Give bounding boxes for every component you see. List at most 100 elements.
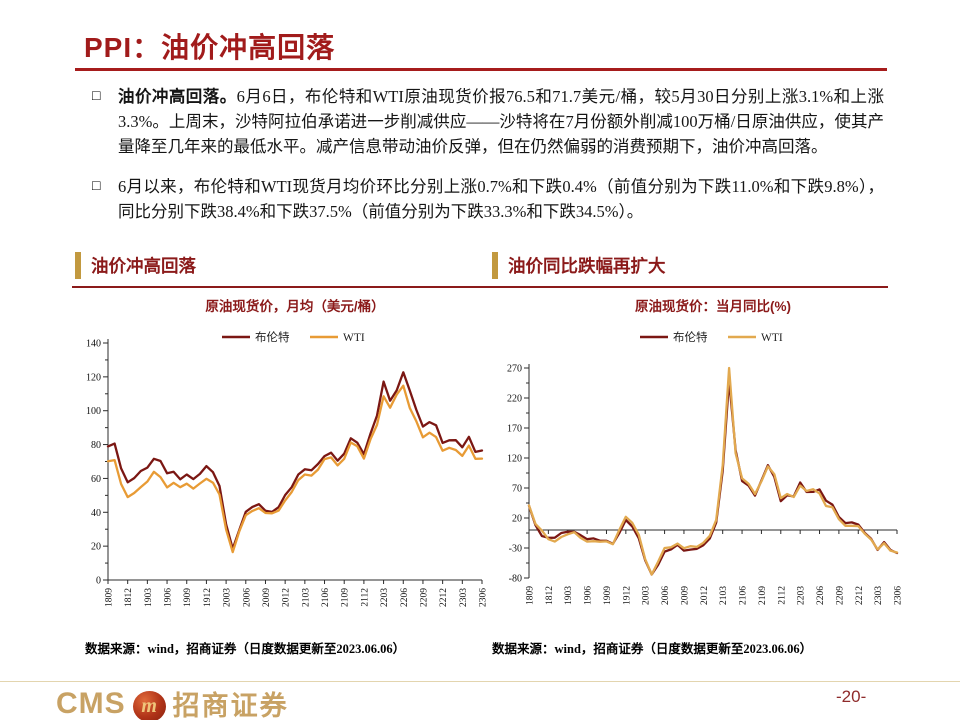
x-tick-label: 2109: [758, 586, 768, 605]
chart-legend: 布伦特 WTI: [222, 330, 365, 344]
section-title-right: 油价同比跌幅再扩大: [508, 255, 666, 276]
x-tick-label: 1812: [124, 588, 134, 607]
x-tick-label: 2012: [700, 586, 710, 605]
legend-label: 布伦特: [255, 330, 290, 344]
legend-label: WTI: [761, 332, 783, 344]
x-tick-label: 1903: [144, 588, 154, 607]
svg-text:80: 80: [91, 440, 101, 451]
x-tick-label: 2006: [242, 588, 252, 607]
cms-logo-chinese: 招商证券: [173, 684, 289, 720]
cms-logo-m: m: [141, 695, 157, 717]
x-tick-label: 1909: [603, 586, 613, 605]
svg-text:0: 0: [96, 576, 101, 587]
bullet-2-body: 6月以来，布伦特和WTI现货月均价环比分别上涨0.7%和下跌0.4%（前值分别为…: [118, 177, 884, 221]
svg-text:60: 60: [91, 474, 101, 485]
svg-text:-30: -30: [509, 544, 522, 555]
x-axis: 1809 1812 1903 1906 1909 1912 2003 2006 2009 2012…: [105, 579, 489, 607]
svg-text:100: 100: [86, 406, 101, 417]
x-tick-label: 2306: [894, 586, 904, 605]
svg-text:120: 120: [507, 454, 522, 465]
x-tick-label: 1903: [564, 586, 574, 605]
x-tick-label: 2106: [321, 588, 331, 607]
bullet-square-icon: □: [92, 179, 101, 194]
x-tick-label: 2209: [835, 586, 845, 605]
series-line-布伦特: [527, 378, 899, 576]
bullet-1: □ 油价冲高回落。6月6日，布伦特和WTI原油现货价报76.5和71.7美元/桶…: [92, 84, 884, 159]
x-tick-label: 2106: [739, 586, 749, 605]
bullet-1-text: 油价冲高回落。6月6日，布伦特和WTI原油现货价报76.5和71.7美元/桶，较…: [118, 84, 884, 159]
x-tick-label: 2103: [301, 588, 311, 607]
bullet-1-body: 6月6日，布伦特和WTI原油现货价报76.5和71.7美元/桶，较5月30日分别…: [118, 87, 885, 156]
page-number: -20-: [836, 687, 867, 706]
gold-bar-icon: [75, 251, 81, 279]
series-line-WTI: [527, 366, 899, 576]
svg-text:140: 140: [86, 339, 101, 350]
series-line-WTI: [106, 384, 484, 554]
legend-label: WTI: [343, 332, 365, 344]
bullet-1-lead: 油价冲高回落。: [118, 87, 237, 106]
x-tick-label: 2206: [400, 588, 410, 607]
x-tick-label: 2303: [874, 586, 884, 605]
x-tick-label: 1912: [203, 588, 213, 607]
chart-title: 原油现货价：当月同比(%): [635, 298, 791, 314]
oil-price-line-chart: 原油现货价，月均（美元/桶） 布伦特 WTI 0 20 40 60 80 100 120 140 18…: [86, 298, 489, 607]
y-axis: -80 -30 20 70 120 170 220 270: [507, 364, 530, 585]
chart-oil-price-monthly: 原油现货价，月均（美元/桶） 布伦特 WTI 0 20 40 60 80 100 120 140 18…: [78, 293, 493, 643]
x-axis: 1809 1812 1903 1906 1909 1912 2003 2006 2009 2012…: [526, 529, 904, 605]
x-tick-label: 2012: [282, 588, 292, 607]
x-tick-label: 2009: [262, 588, 272, 607]
x-tick-label: 2003: [223, 588, 233, 607]
x-tick-label: 2206: [816, 586, 826, 605]
section-header-left: 油价冲高回落: [75, 251, 196, 279]
data-source-right: 数据来源：wind，招商证券（日度数据更新至2023.06.06）: [492, 642, 813, 656]
x-tick-label: 2212: [439, 588, 449, 607]
x-tick-label: 2212: [855, 586, 865, 605]
body-text: □ 油价冲高回落。6月6日，布伦特和WTI原油现货价报76.5和71.7美元/桶…: [92, 84, 884, 239]
svg-text:20: 20: [91, 542, 101, 553]
x-tick-label: 2003: [642, 586, 652, 605]
svg-text:-80: -80: [509, 574, 522, 585]
chart-oil-price-yoy: 原油现货价：当月同比(%) 布伦特 WTI -80 -30 20 70 120 170 220 27…: [493, 293, 908, 643]
section-header-row: 油价冲高回落 油价同比跌幅再扩大: [0, 251, 960, 281]
x-tick-label: 2009: [680, 586, 690, 605]
x-tick-label: 2203: [380, 588, 390, 607]
page-title: PPI：油价冲高回落: [84, 32, 336, 63]
x-tick-label: 2112: [777, 586, 787, 605]
x-tick-label: 1809: [526, 586, 536, 605]
x-tick-label: 2209: [419, 588, 429, 607]
footer-divider: [0, 681, 960, 682]
bullet-square-icon: □: [92, 89, 101, 104]
bullet-2: □ 6月以来，布伦特和WTI现货月均价环比分别上涨0.7%和下跌0.4%（前值分…: [92, 174, 884, 224]
x-tick-label: 1906: [164, 588, 174, 607]
svg-text:40: 40: [91, 508, 101, 519]
section-header-right: 油价同比跌幅再扩大: [492, 251, 666, 279]
x-tick-label: 1812: [545, 586, 555, 605]
gold-bar-icon: [492, 251, 498, 279]
x-tick-label: 2112: [360, 588, 370, 607]
svg-text:270: 270: [507, 364, 522, 375]
legend-label: 布伦特: [673, 330, 708, 344]
y-axis: 0 20 40 60 80 100 120 140: [86, 339, 109, 587]
x-tick-label: 2006: [661, 586, 671, 605]
x-tick-label: 2109: [341, 588, 351, 607]
x-tick-label: 2303: [459, 588, 469, 607]
section-title-left: 油价冲高回落: [91, 255, 196, 276]
data-source-left: 数据来源：wind，招商证券（日度数据更新至2023.06.06）: [85, 642, 406, 656]
svg-text:20: 20: [512, 514, 522, 525]
x-tick-label: 1809: [105, 588, 115, 607]
x-tick-label: 2306: [479, 588, 489, 607]
svg-text:70: 70: [512, 484, 522, 495]
cms-logo-icon: m: [132, 690, 166, 720]
x-tick-label: 2103: [719, 586, 729, 605]
title-underline: [75, 68, 887, 71]
svg-text:220: 220: [507, 394, 522, 405]
series-line-布伦特: [106, 371, 484, 550]
bullet-2-text: 6月以来，布伦特和WTI现货月均价环比分别上涨0.7%和下跌0.4%（前值分别为…: [118, 174, 884, 224]
cms-logo: CMS m 招商证券: [56, 684, 289, 720]
x-tick-label: 1906: [584, 586, 594, 605]
x-tick-label: 1909: [183, 588, 193, 607]
x-tick-label: 2203: [797, 586, 807, 605]
svg-text:120: 120: [86, 372, 101, 383]
cms-logo-text: CMS: [56, 687, 126, 720]
